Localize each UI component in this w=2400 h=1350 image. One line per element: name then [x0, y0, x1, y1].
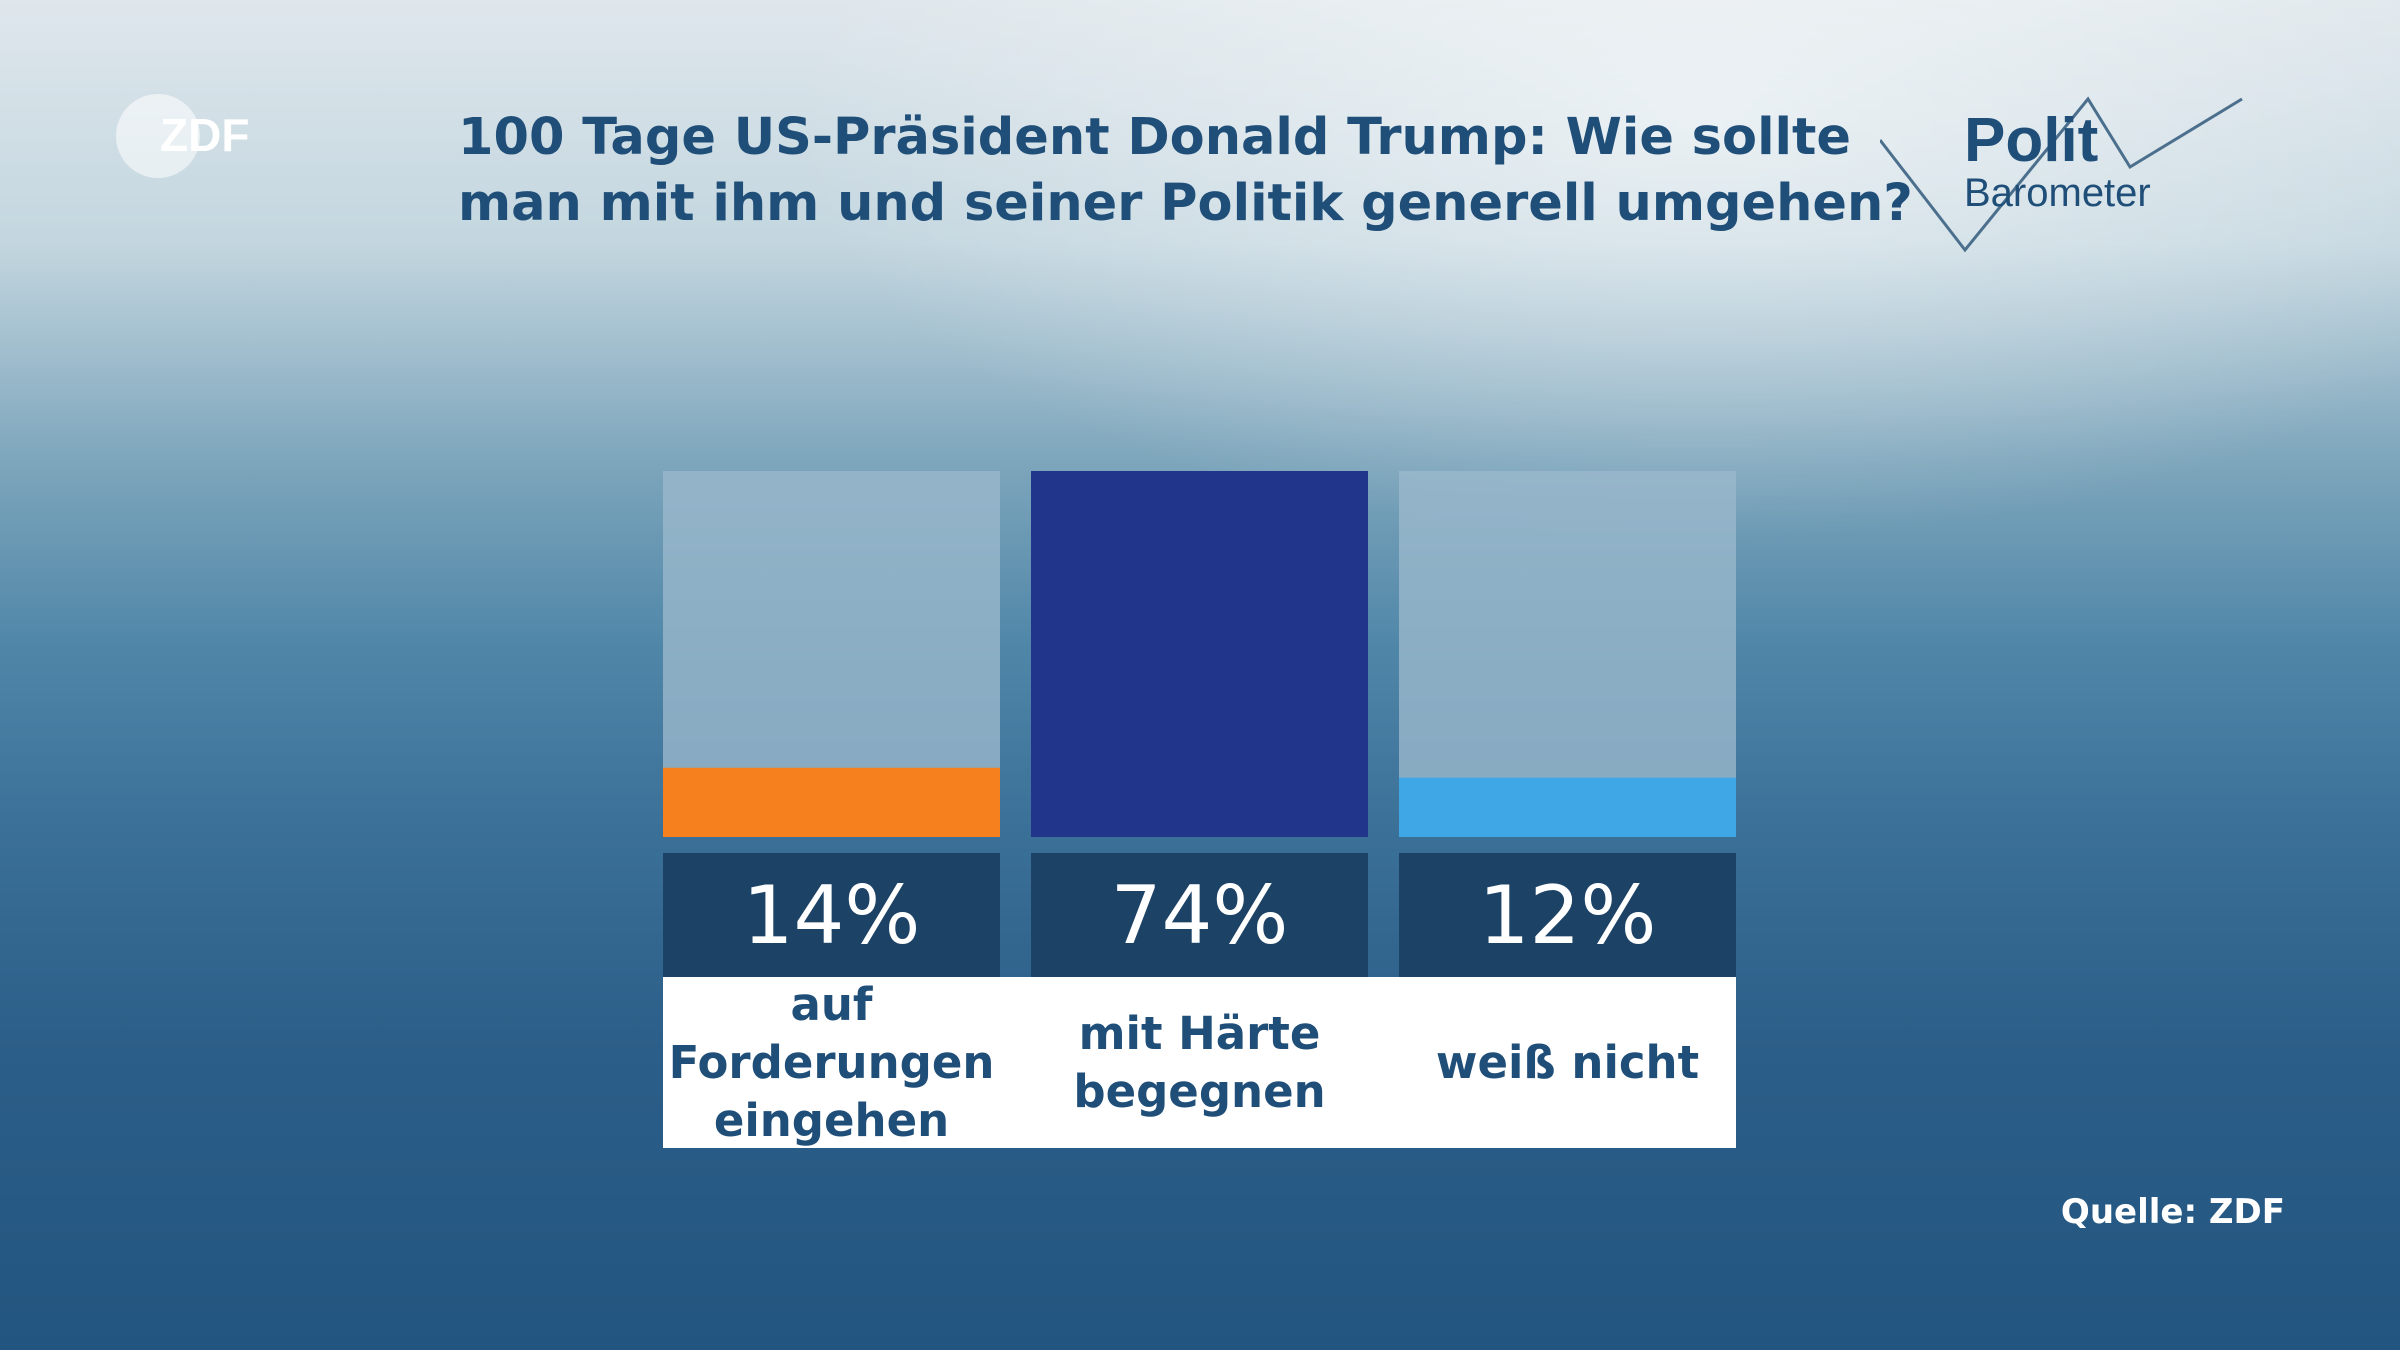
zdf-logo-text: ZDF — [160, 109, 249, 161]
politbarometer-logo: Polit Barometer — [1880, 95, 2250, 255]
bar-2 — [1031, 471, 1368, 837]
bar-3 — [1399, 777, 1736, 837]
chart-title: 100 Tage US-Präsident Donald Trump: Wie … — [458, 105, 1913, 237]
value-label-1: 14% — [663, 853, 1000, 977]
category-label-2-line-2: begegnen — [1073, 1064, 1326, 1118]
politbarometer-logo-barometer: Barometer — [1964, 171, 2151, 215]
category-label-1-line-3: eingehen — [713, 1093, 950, 1147]
category-label-3: weiß nicht — [1399, 977, 1736, 1148]
category-label-3-line-1: weiß nicht — [1435, 1035, 1700, 1089]
chart-title-line-1: 100 Tage US-Präsident Donald Trump: Wie … — [458, 108, 1852, 167]
value-label-2: 74% — [1031, 853, 1368, 977]
category-label-1-line-2: Forderungen — [668, 1035, 995, 1089]
category-label-2-line-1: mit Härte — [1078, 1006, 1321, 1060]
chart-title-line-2: man mit ihm und seiner Politik generell … — [458, 174, 1913, 233]
category-label-1: auf Forderungen eingehen — [663, 977, 1000, 1148]
bar-track-3 — [1399, 471, 1736, 837]
value-label-3: 12% — [1399, 853, 1736, 977]
source-note: Quelle: ZDF — [2060, 1192, 2285, 1232]
bar-1 — [663, 767, 1000, 837]
politbarometer-logo-polit: Polit — [1964, 106, 2099, 175]
category-label-1-line-1: auf — [790, 977, 873, 1031]
category-label-2: mit Härte begegnen — [1031, 977, 1368, 1148]
zdf-logo: ZDF — [110, 88, 280, 184]
politbarometer-zigzag-icon — [1880, 96, 2243, 253]
category-label-row — [663, 977, 1736, 1148]
